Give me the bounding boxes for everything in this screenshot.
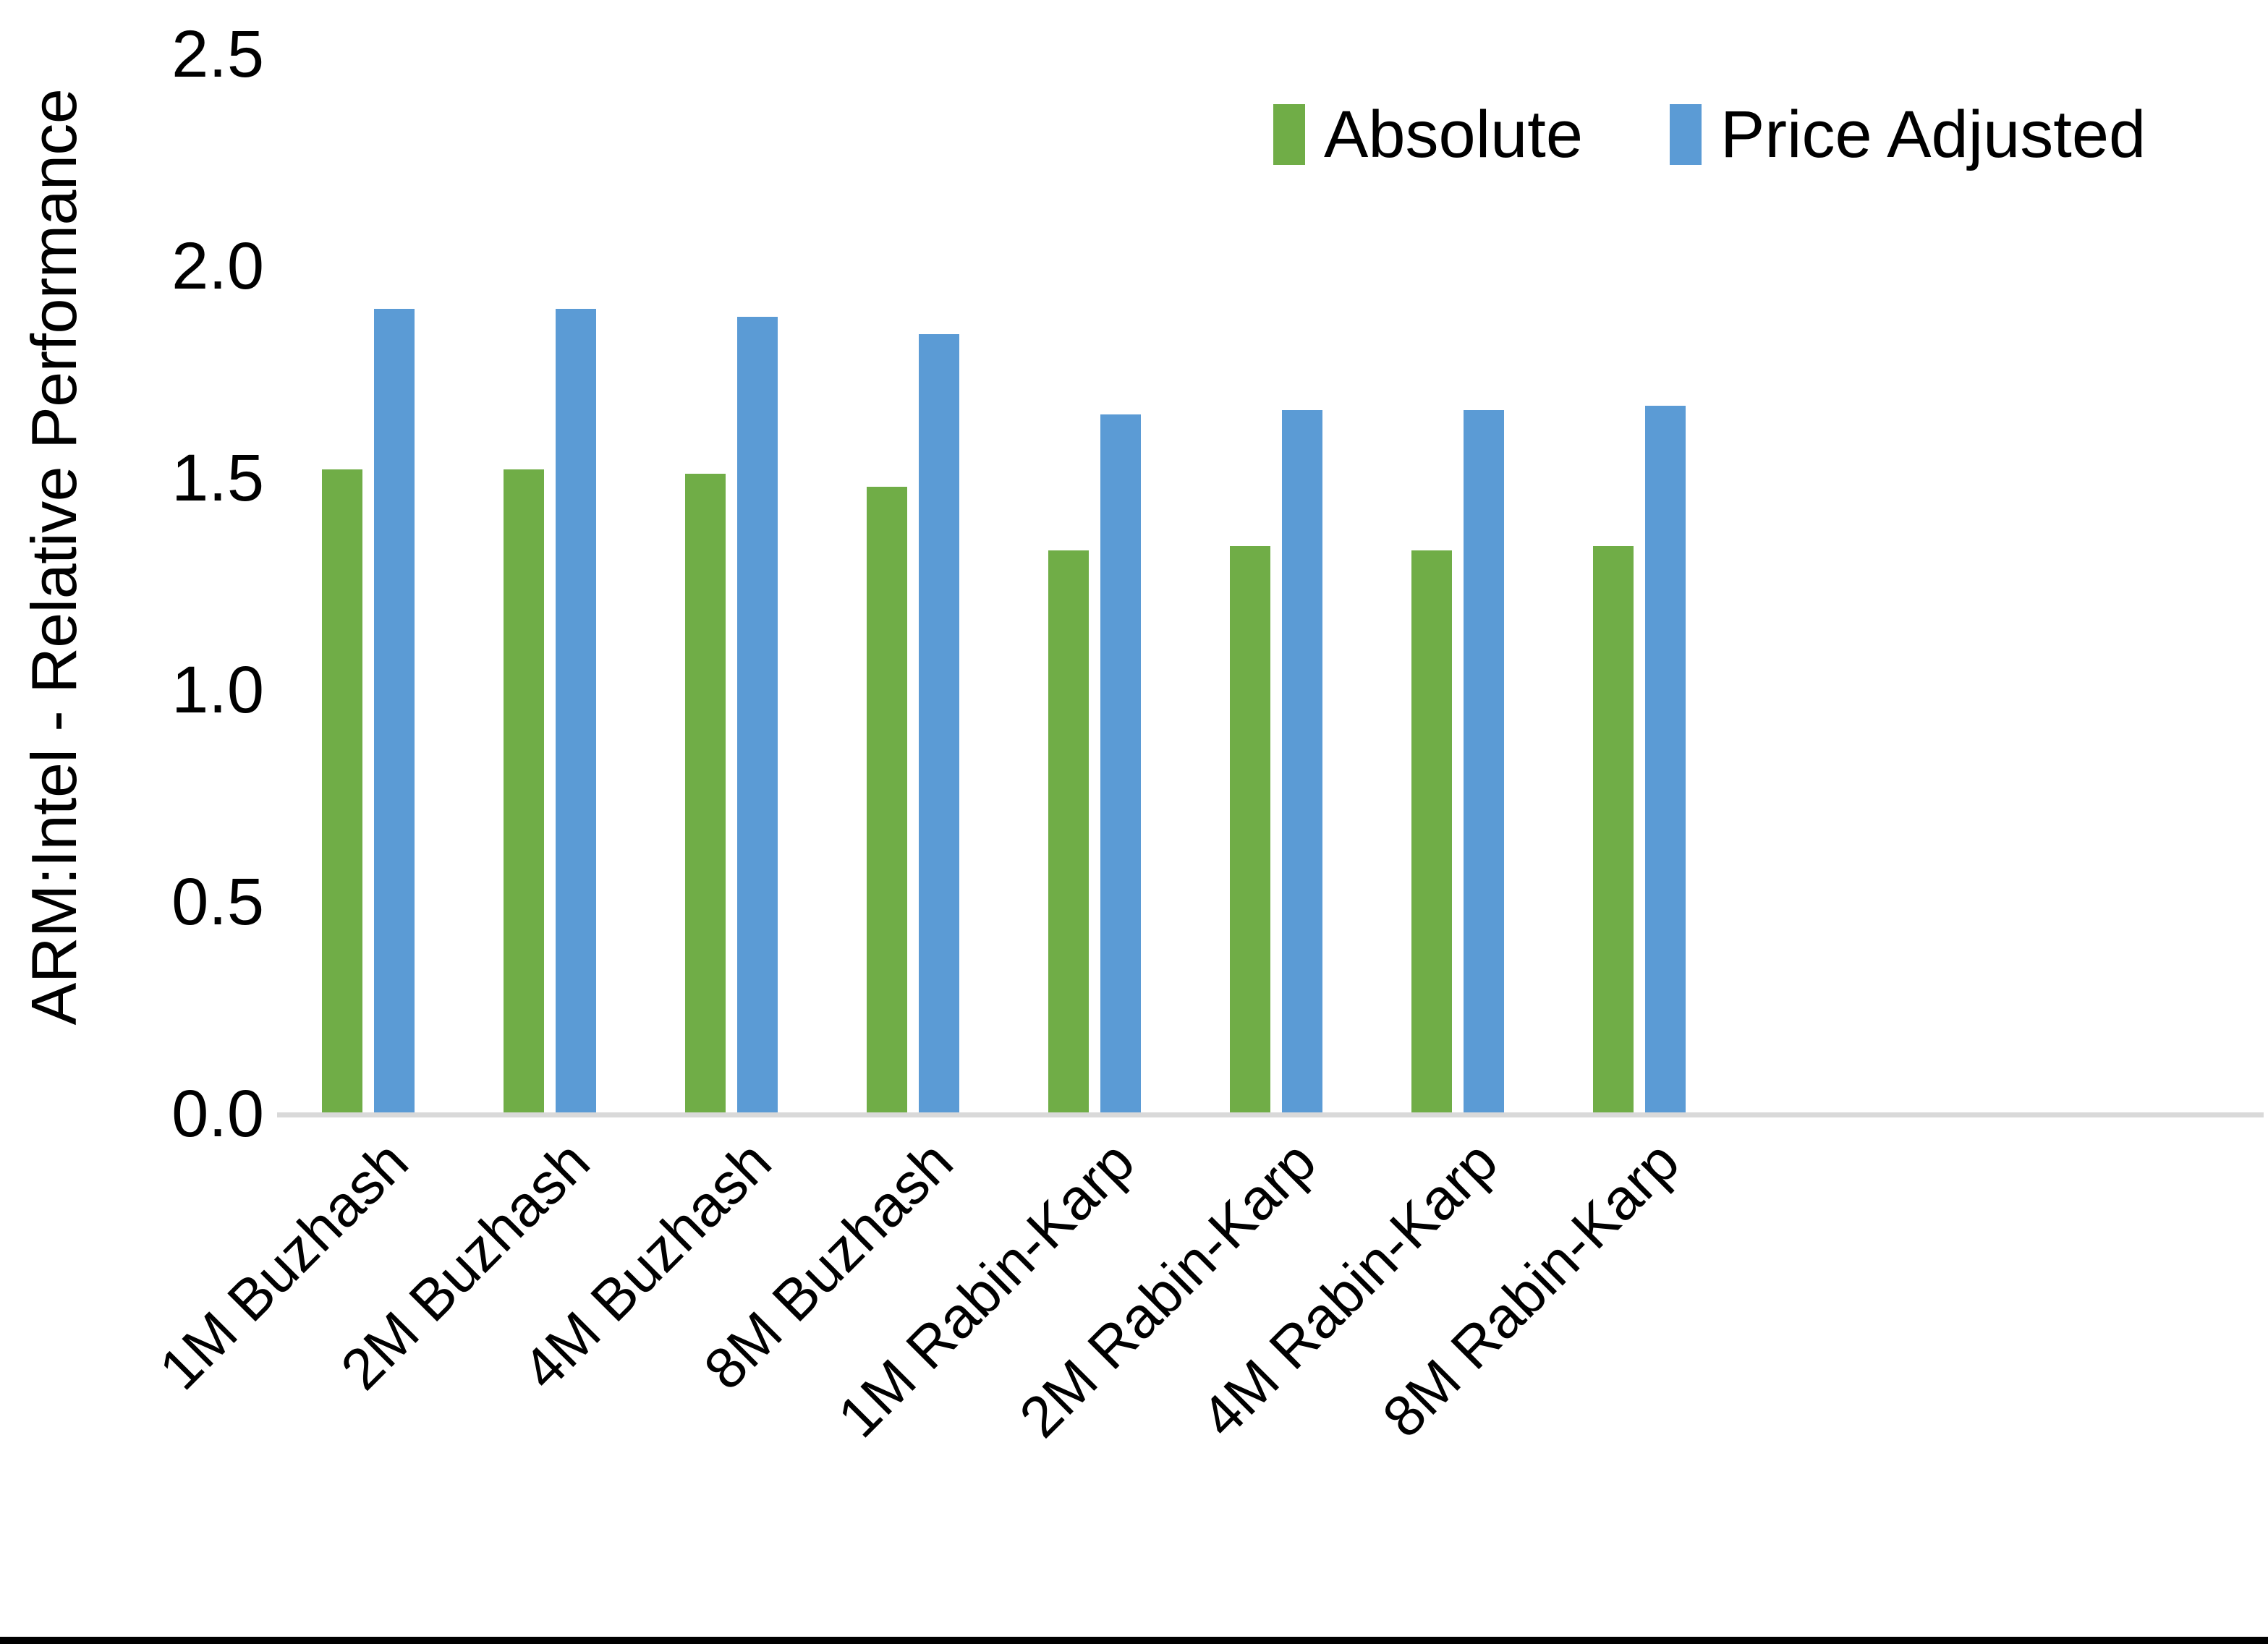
bar-price-adjusted[interactable] <box>374 308 415 1114</box>
bar-absolute[interactable] <box>504 469 544 1114</box>
y-axis-tick-label: 0.0 <box>171 1077 264 1151</box>
legend-item[interactable]: Price Adjusted <box>1670 101 2146 168</box>
bar-price-adjusted[interactable] <box>919 333 959 1114</box>
chart-legend: Absolute Price Adjusted <box>1273 101 2146 168</box>
bar-group <box>1048 54 1230 1114</box>
bar-absolute[interactable] <box>1593 545 1634 1114</box>
bar-absolute[interactable] <box>685 474 726 1114</box>
bar-group <box>322 54 504 1114</box>
x-axis-tick-labels: 1M Buzhash 2M Buzhash 4M Buzhash 8M Buzhash… <box>147 1128 2264 1635</box>
bar-price-adjusted[interactable] <box>737 317 778 1114</box>
legend-swatch-price-adjusted <box>1670 104 1702 165</box>
bar-price-adjusted[interactable] <box>1645 406 1686 1114</box>
bar-group <box>504 54 685 1114</box>
bar-absolute[interactable] <box>1048 550 1089 1114</box>
y-axis-tick-labels: 0.0 0.5 1.0 1.5 2.0 2.5 <box>0 0 264 1637</box>
bar-group <box>685 54 867 1114</box>
legend-item[interactable]: Absolute <box>1273 101 1583 168</box>
y-axis-tick-label: 2.5 <box>171 17 264 91</box>
bar-absolute[interactable] <box>867 486 907 1114</box>
y-axis-tick-label: 2.0 <box>171 229 264 303</box>
bar-price-adjusted[interactable] <box>1282 410 1322 1114</box>
bar-group <box>1411 54 1593 1114</box>
bar-absolute[interactable] <box>1411 550 1452 1114</box>
y-axis-tick-label: 0.5 <box>171 865 264 939</box>
bar-price-adjusted[interactable] <box>1100 414 1141 1114</box>
x-axis-line <box>277 1112 2264 1117</box>
bar-price-adjusted[interactable] <box>1464 410 1504 1114</box>
bar-group <box>1230 54 1411 1114</box>
bar-price-adjusted[interactable] <box>556 308 596 1114</box>
bar-absolute[interactable] <box>322 469 362 1114</box>
bar-group <box>1593 54 1775 1114</box>
legend-label: Price Adjusted <box>1720 98 2146 171</box>
x-axis-tick-label: 8M Rabin-Karp <box>1370 1128 1691 1450</box>
bar-absolute[interactable] <box>1230 545 1270 1114</box>
y-axis-tick-label: 1.0 <box>171 653 264 727</box>
plot-area <box>277 54 2264 1114</box>
legend-label: Absolute <box>1324 98 1584 171</box>
legend-swatch-absolute <box>1273 104 1305 165</box>
bar-group <box>867 54 1048 1114</box>
y-axis-tick-label: 1.5 <box>171 441 264 515</box>
